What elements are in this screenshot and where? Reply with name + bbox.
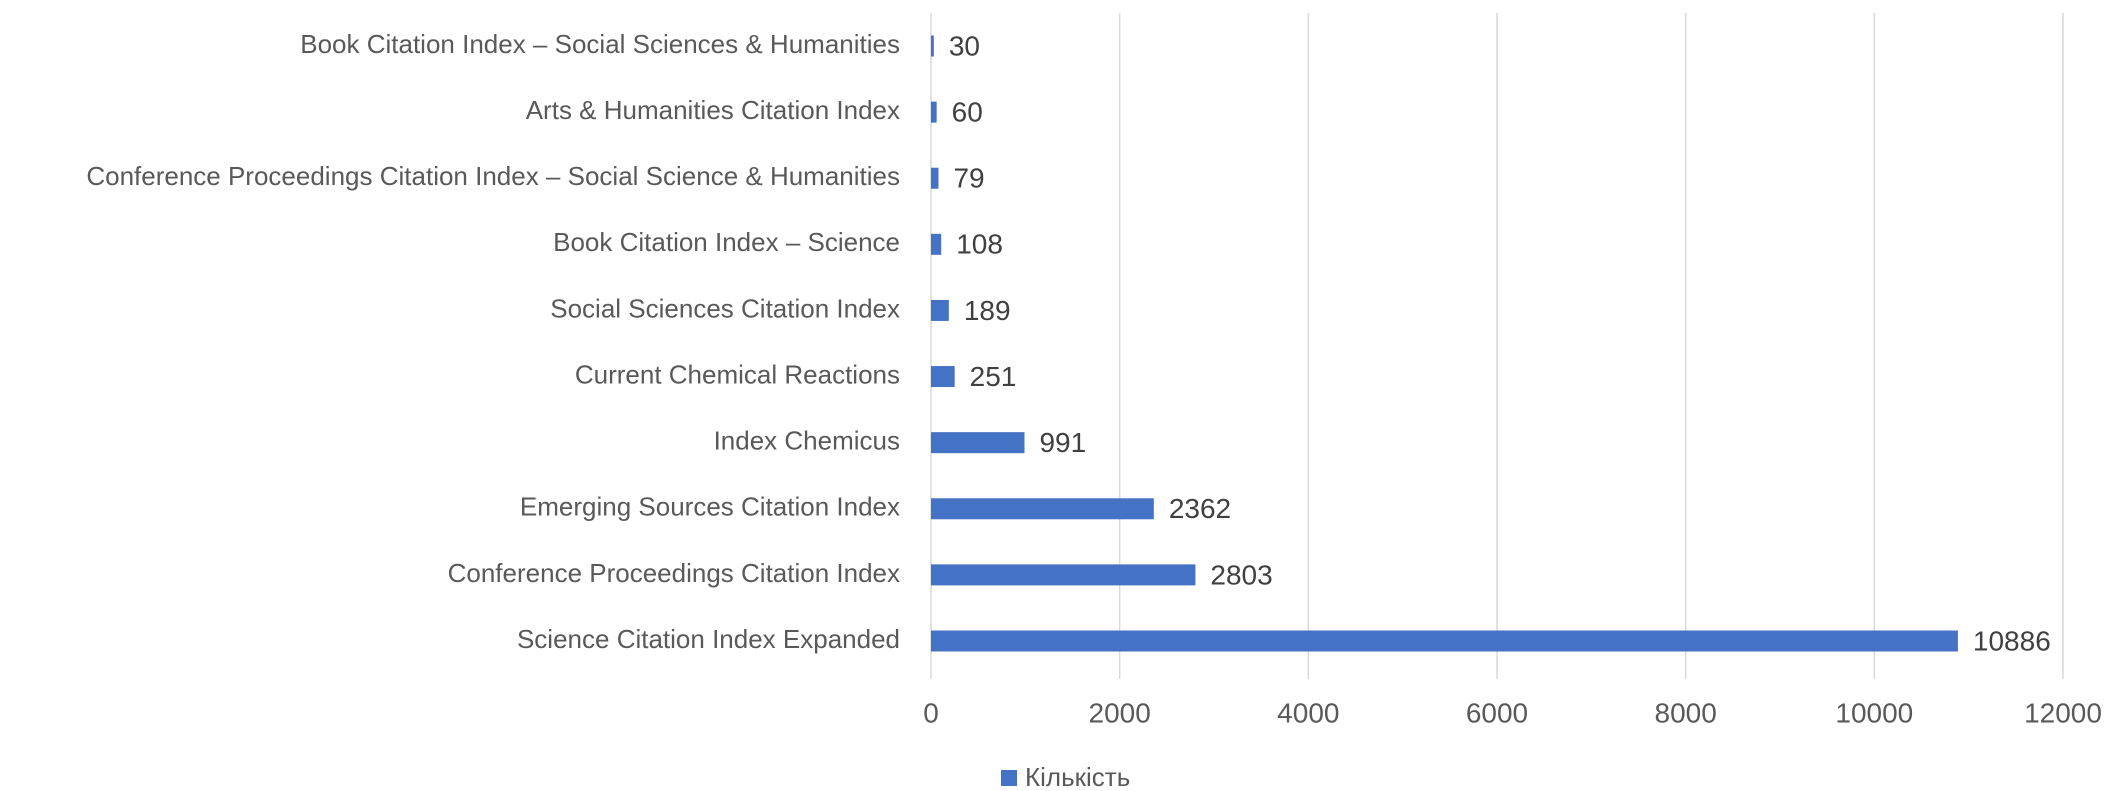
data-label: 251 xyxy=(970,361,1017,392)
x-tick-label: 10000 xyxy=(1835,697,1913,728)
bar xyxy=(931,366,955,388)
y-tick-label: Book Citation Index – Social Sciences & … xyxy=(300,29,900,59)
data-label: 30 xyxy=(949,30,980,61)
data-label: 189 xyxy=(964,295,1011,326)
x-tick-label: 2000 xyxy=(1089,697,1151,728)
y-tick-label: Current Chemical Reactions xyxy=(575,359,900,389)
data-label: 2803 xyxy=(1210,559,1272,590)
bar xyxy=(931,630,1958,652)
x-tick-label: 6000 xyxy=(1466,697,1528,728)
x-tick-label: 12000 xyxy=(2024,697,2102,728)
data-label: 2362 xyxy=(1169,493,1231,524)
y-tick-label: Conference Proceedings Citation Index xyxy=(448,558,900,588)
bar xyxy=(931,233,942,255)
y-tick-label: Arts & Humanities Citation Index xyxy=(526,95,900,125)
bar xyxy=(931,498,1154,520)
y-tick-label: Conference Proceedings Citation Index – … xyxy=(86,161,900,191)
x-tick-label: 8000 xyxy=(1655,697,1717,728)
y-tick-label: Book Citation Index – Science xyxy=(553,227,900,257)
bar xyxy=(931,432,1025,454)
y-tick-label: Social Sciences Citation Index xyxy=(550,293,900,323)
bar xyxy=(931,35,934,57)
legend-swatch xyxy=(1001,770,1017,786)
bar xyxy=(931,167,939,189)
y-tick-label: Emerging Sources Citation Index xyxy=(520,492,900,522)
data-label: 108 xyxy=(956,229,1003,260)
bar xyxy=(931,299,949,321)
data-label: 991 xyxy=(1039,427,1086,458)
data-label: 79 xyxy=(953,163,984,194)
y-tick-label: Index Chemicus xyxy=(714,426,900,456)
legend-label: Кількість xyxy=(1025,762,1130,791)
x-tick-label: 4000 xyxy=(1277,697,1339,728)
data-label: 10886 xyxy=(1973,625,2051,656)
bar xyxy=(931,564,1196,586)
x-tick-label: 0 xyxy=(923,697,939,728)
y-tick-label: Science Citation Index Expanded xyxy=(517,624,900,654)
data-label: 60 xyxy=(952,97,983,128)
bar xyxy=(931,101,937,123)
